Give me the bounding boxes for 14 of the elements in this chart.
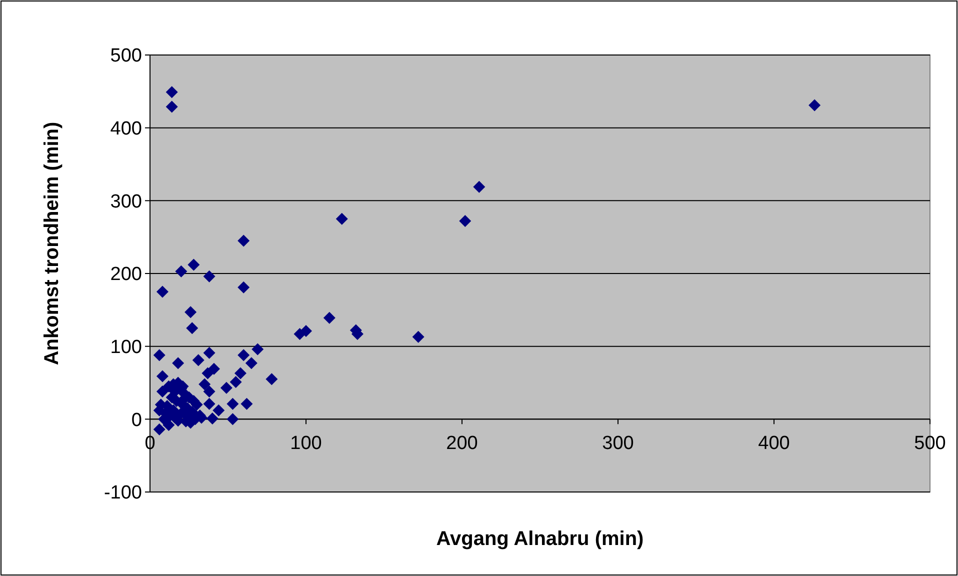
x-tick-label: 400 xyxy=(758,433,790,454)
y-axis-title: Ankomst trondheim (min) xyxy=(41,122,63,366)
x-tick-label: 100 xyxy=(290,433,322,454)
y-tick-label: 500 xyxy=(110,46,142,67)
x-tick-label: 500 xyxy=(914,433,946,454)
y-tick-label: 400 xyxy=(110,118,142,140)
y-tick-label: -100 xyxy=(104,482,142,504)
x-axis-title: Avgang Alnabru (min) xyxy=(436,528,644,550)
x-tick-label: 200 xyxy=(446,433,478,454)
y-tick-label: 0 xyxy=(131,410,142,431)
y-tick-label: 100 xyxy=(110,336,142,358)
x-tick-label: 300 xyxy=(602,433,634,454)
y-tick-label: 200 xyxy=(110,264,142,286)
y-tick-label: 300 xyxy=(110,191,142,212)
